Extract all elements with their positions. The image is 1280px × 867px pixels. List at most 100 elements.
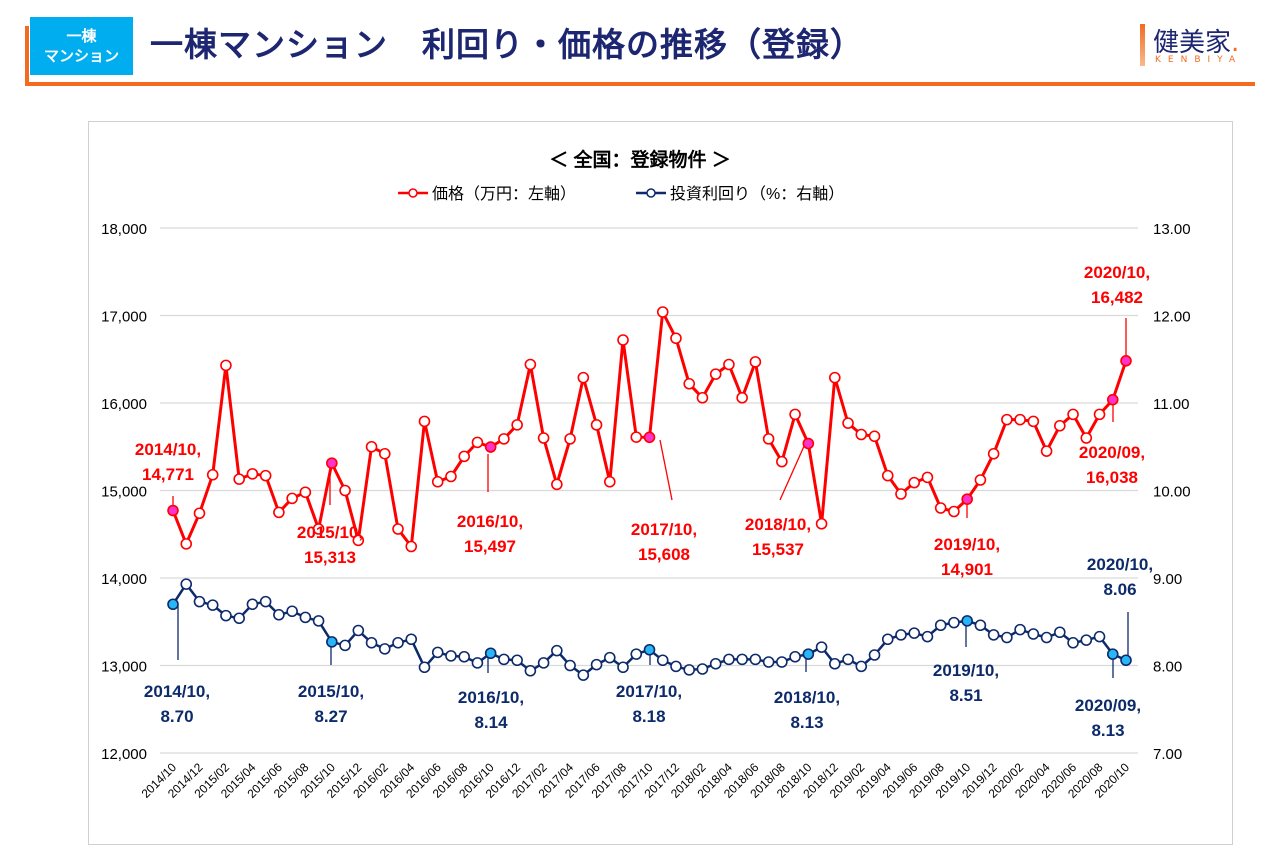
price-point xyxy=(180,538,193,550)
y-right-tick-label: 11.00 xyxy=(1153,396,1189,413)
price-point xyxy=(167,504,179,517)
yield-point xyxy=(762,656,775,668)
yield-point xyxy=(445,650,457,662)
badge-line2: マンション xyxy=(43,47,119,65)
price-point xyxy=(458,450,470,463)
y-right-tick-label: 12.00 xyxy=(1153,309,1191,326)
yield-point xyxy=(246,598,259,611)
yield-point xyxy=(286,605,298,618)
yield-point xyxy=(683,664,696,676)
y-axis-left: 12,000 13,000 14,000 15,000 16,000 17,000 18,0… xyxy=(101,221,147,763)
yield-point xyxy=(1106,648,1119,660)
price-point xyxy=(934,502,947,514)
yield-point xyxy=(736,653,748,666)
annotation-label-value: 8.27 xyxy=(314,707,347,726)
annotation-label-value: 14,901 xyxy=(941,560,993,579)
price-point xyxy=(961,493,973,505)
yield-point xyxy=(193,595,206,608)
price-point xyxy=(1080,432,1093,444)
yield-point xyxy=(908,627,921,639)
yield-point xyxy=(630,648,643,660)
yield-point xyxy=(895,629,907,641)
legend-yield-label: 投資利回り（%：右軸） xyxy=(670,185,844,203)
price-point xyxy=(220,359,232,372)
y-right-tick-label: 10.00 xyxy=(1153,484,1191,501)
legend-yield-marker xyxy=(646,188,656,198)
yield-point xyxy=(881,633,894,646)
price-point xyxy=(405,540,418,553)
price-point xyxy=(815,517,828,530)
price-point xyxy=(603,475,616,488)
yield-point xyxy=(789,650,801,663)
price-point xyxy=(1014,413,1026,426)
annotation-label-date: 2020/09, xyxy=(1079,443,1145,462)
price-point xyxy=(868,430,881,443)
price-point xyxy=(749,356,762,368)
yield-point xyxy=(431,646,444,659)
yield-point xyxy=(206,599,219,611)
price-point xyxy=(312,523,325,535)
yield-point xyxy=(1027,628,1040,640)
annotation-label-value: 8.51 xyxy=(949,686,982,705)
y-right-tick-label: 9.00 xyxy=(1153,571,1182,588)
yield-point xyxy=(220,609,232,622)
price-point xyxy=(987,447,1000,460)
yield-point xyxy=(1040,631,1053,644)
legend: 価格（万円：左軸） 投資利回り（%：右軸） xyxy=(398,185,844,203)
annotation-label-date: 2014/10, xyxy=(144,682,210,701)
yield-point xyxy=(1120,654,1132,667)
price-point xyxy=(1067,408,1079,421)
price-line xyxy=(171,310,1128,548)
annotation-label-value: 14,771 xyxy=(142,465,194,484)
y-left-tick-label: 18,000 xyxy=(101,221,147,238)
annotation-label-value: 8.14 xyxy=(474,713,508,732)
y-axis-right: 7.00 8.00 9.00 10.00 11.00 12.00 13.00 xyxy=(1153,221,1191,763)
y-right-tick-label: 8.00 xyxy=(1153,659,1182,676)
yield-point xyxy=(643,643,656,656)
yield-point xyxy=(974,619,987,632)
yield-point xyxy=(378,643,391,655)
price-point xyxy=(524,358,537,371)
price-point xyxy=(802,437,815,450)
price-point xyxy=(1120,355,1132,367)
yield-point xyxy=(498,653,510,666)
price-point xyxy=(339,484,351,497)
yield-point xyxy=(603,651,616,664)
yield-point xyxy=(471,657,484,669)
yield-point xyxy=(233,612,245,625)
yield-point xyxy=(855,660,868,673)
price-point xyxy=(378,447,391,460)
annotation-label-date: 2014/10, xyxy=(135,440,201,459)
price-point xyxy=(762,433,775,445)
annotation-label-value: 8.13 xyxy=(790,713,823,732)
price-point xyxy=(855,428,868,441)
yield-point xyxy=(590,658,603,671)
price-point xyxy=(326,457,338,469)
price-point xyxy=(590,419,603,431)
annotation-label-date: 2015/10, xyxy=(297,523,363,542)
annotation-label-value: 8.06 xyxy=(1103,580,1136,599)
header-accent-underline xyxy=(25,82,1255,86)
annotation-label-value: 15,608 xyxy=(638,545,690,564)
badge-line1: 一棟 xyxy=(66,27,97,45)
price-point xyxy=(431,475,444,488)
yield-point xyxy=(815,641,828,653)
price-point xyxy=(670,332,682,345)
price-point xyxy=(908,476,921,489)
price-point xyxy=(1001,413,1013,426)
yield-point xyxy=(1093,630,1106,643)
price-point xyxy=(656,306,669,318)
annotation-label-value: 16,482 xyxy=(1091,288,1143,307)
price-point xyxy=(577,371,590,384)
price-point xyxy=(445,470,457,483)
price-point xyxy=(299,486,312,499)
logo: 健美家. xyxy=(1153,22,1239,59)
yield-point xyxy=(273,608,285,621)
logo-bar-icon xyxy=(1140,24,1145,66)
price-point xyxy=(829,371,841,384)
annotation-label-value: 8.70 xyxy=(160,707,193,726)
yield-point xyxy=(511,654,523,667)
price-point xyxy=(233,473,245,485)
yield-point xyxy=(365,636,378,649)
price-point xyxy=(948,505,960,518)
